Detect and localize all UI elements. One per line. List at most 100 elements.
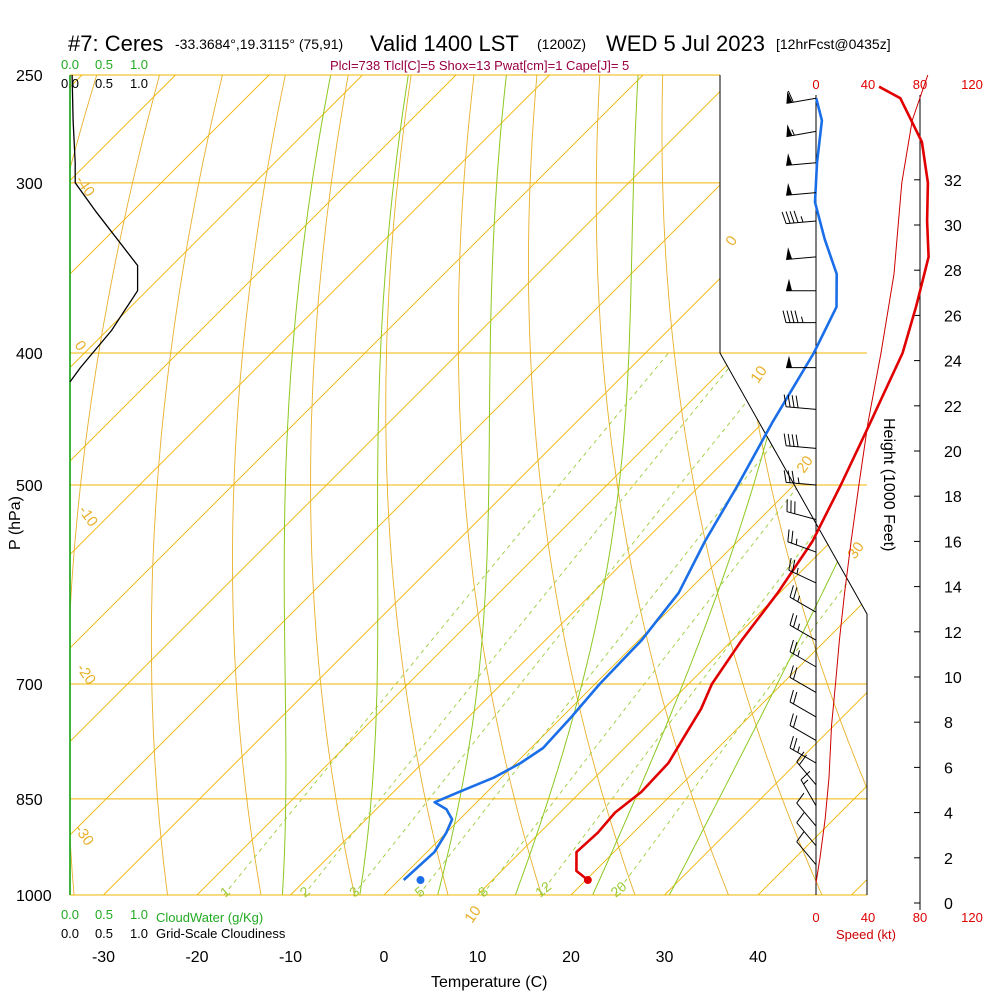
dry-adiabat-line [385, 75, 457, 895]
cloud-water-tick-label: 0.0 [61, 907, 79, 922]
wind-barb [782, 310, 816, 324]
height-tick-label: 2 [944, 851, 953, 868]
height-tick-label: 8 [944, 715, 953, 732]
height-tick-label: 20 [944, 444, 962, 461]
temperature-tick-label: -30 [92, 949, 115, 966]
cloudiness-tick-label: 0.0 [61, 926, 79, 941]
speed-tick-label: 120 [961, 910, 983, 925]
isotherm-label: 10 [461, 903, 484, 926]
isotherm-line [945, 75, 1000, 895]
wind-barb [783, 433, 817, 449]
dry-adiabat-line [310, 75, 362, 895]
temperature-tick-label: -10 [279, 949, 302, 966]
dry-adiabat-line [595, 75, 741, 895]
dry-adiabat-line [849, 75, 867, 895]
cloud-water-tick-label: 0.0 [61, 57, 79, 72]
height-tick-label: 24 [944, 354, 962, 371]
wind-barb [796, 792, 817, 827]
cloud-water-tick-label: 1.0 [130, 907, 148, 922]
isotherm-label: -30 [71, 822, 97, 850]
mixing-ratio-label: 12 [532, 878, 554, 900]
mixing-ratio-line [418, 352, 846, 895]
valid-date: WED 5 Jul 2023 [606, 31, 765, 56]
temperature-tick-label: 30 [656, 949, 674, 966]
height-tick-label: 16 [944, 534, 962, 551]
dry-adiabat-line [661, 75, 836, 895]
wind-barb [786, 183, 817, 196]
speed-tick-label: 40 [861, 910, 875, 925]
isotherm-label: 30 [844, 539, 867, 562]
temperature-tick-label: 10 [469, 949, 487, 966]
station-coords: -33.3684°,19.3115° (75,91) [175, 36, 343, 52]
mixing-ratio-line [303, 352, 742, 895]
moist-adiabat-line [653, 75, 867, 895]
wind-barb [786, 90, 817, 104]
wind-barb [781, 210, 817, 225]
wind-barb [783, 394, 817, 410]
wind-barb [786, 153, 817, 166]
dewpoint-line [402, 97, 838, 881]
height-tick-label: 12 [944, 625, 962, 642]
height-tick-label: 18 [944, 489, 962, 506]
wind-barb [789, 639, 817, 668]
moist-adiabat-line [354, 75, 413, 895]
cloudiness-tick-label: 1.0 [130, 926, 148, 941]
background-lines [70, 75, 1000, 895]
speed-tick-label: 120 [961, 77, 983, 92]
wind-barb [789, 689, 817, 718]
mixing-ratio-label: 20 [607, 878, 629, 900]
isotherm-label: 20 [793, 453, 816, 476]
surface-temperature-dot [583, 876, 592, 885]
pressure-tick-label: 700 [16, 677, 43, 694]
indices-line: Plcl=738 Tlcl[C]=5 Shox=13 Pwat[cm]=1 Ca… [330, 58, 629, 73]
dry-adiabat-line [150, 75, 229, 895]
isotherm-line [477, 75, 867, 895]
speed-axis-title: Speed (kt) [836, 927, 896, 942]
wind-barb [796, 831, 817, 865]
wind-barb [789, 735, 817, 764]
isotherm-label: 0 [722, 233, 741, 250]
forecast-info: [12hrFcst@0435z] [776, 36, 891, 52]
height-tick-label: 32 [944, 173, 962, 190]
wind-barb [786, 499, 817, 520]
pressure-tick-label: 250 [16, 68, 43, 85]
moist-adiabat-line [579, 75, 822, 895]
moist-adiabat-line [504, 75, 641, 895]
height-tick-label: 14 [944, 580, 962, 597]
speed-tick-label: 0 [812, 910, 819, 925]
cloudiness-tick-label: 0.5 [95, 76, 113, 91]
x-axis-title: Temperature (C) [431, 974, 547, 991]
isotherm-line [851, 75, 867, 895]
wind-barbs [781, 90, 817, 865]
cloudiness-tick-label: 0.5 [95, 926, 113, 941]
isotherm-line [70, 75, 270, 895]
cloud-water-tick-label: 1.0 [130, 57, 148, 72]
mixing-ratio-label: 8 [475, 883, 491, 900]
wind-barb [800, 770, 817, 807]
surface-dewpoint-dot [416, 876, 425, 885]
wind-barb [786, 247, 817, 260]
moist-adiabat-line [429, 75, 510, 895]
wind-barb [789, 585, 817, 613]
temperature-line [575, 85, 930, 882]
y-axis-title: P (hPa) [7, 496, 24, 550]
wind-barb [788, 557, 817, 584]
temperature-tick-label: -20 [185, 949, 208, 966]
mixing-ratio-label: 2 [297, 883, 313, 900]
isotherm-line [70, 75, 457, 895]
valid-time: Valid 1400 LST [370, 31, 519, 56]
sounding-series [69, 74, 930, 895]
wind-barb [786, 355, 816, 369]
temperature-tick-label: 40 [749, 949, 767, 966]
speed-tick-label: 40 [861, 77, 875, 92]
wind-barb [789, 613, 817, 641]
wind-barb [786, 124, 817, 138]
wind-barb [789, 713, 817, 741]
wind-speed-line [815, 74, 929, 884]
height-tick-label: 26 [944, 308, 962, 325]
cloudiness-line [69, 74, 139, 383]
wind-barb [783, 470, 817, 486]
height-tick-label: 10 [944, 670, 962, 687]
temperature-tick-label: 0 [380, 949, 389, 966]
